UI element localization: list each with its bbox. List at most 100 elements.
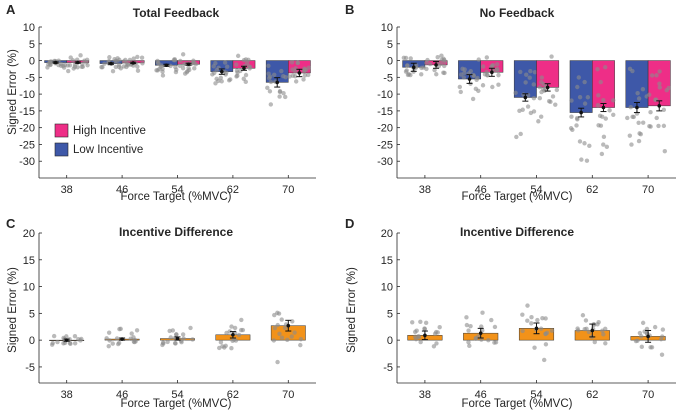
participant-dot [51,333,57,339]
participant-dot [219,79,224,84]
participant-dot [633,338,639,344]
mean-marker [164,63,169,68]
participant-dot [569,98,574,103]
participant-dot [576,75,582,80]
mean-marker [75,60,80,65]
participant-dot [538,114,544,119]
participant-dot [654,115,659,121]
y-tick-label: 5 [387,308,393,320]
participant-dot [649,73,655,78]
x-tick-label: 62 [227,389,239,401]
participant-dot [584,326,589,332]
participant-dot [419,72,424,77]
mean-marker [64,338,69,342]
y-tick-label: 5 [29,39,35,51]
participant-dot [107,55,112,60]
participant-dot [661,123,667,129]
participant-dot [212,70,217,76]
participant-dot [267,89,273,94]
mean-marker [231,332,235,337]
participant-dot [434,72,439,77]
participant-dot [419,65,424,71]
participant-dot [431,344,437,349]
participant-dot [99,64,104,70]
participant-dot [462,70,467,76]
y-tick-label: -15 [19,106,35,118]
participant-dot [434,341,439,346]
participant-dot [229,324,234,329]
participant-dot [180,66,186,71]
participant-dot [631,114,636,120]
participant-dot [639,334,644,339]
participant-dot [464,315,469,320]
y-tick-label: 15 [23,255,35,267]
participant-dot [235,53,241,59]
mean-marker [579,110,583,115]
participant-dot [598,79,603,85]
y-tick-label: 15 [381,255,393,267]
participant-dot [494,62,500,67]
participant-dot [535,317,540,323]
participant-dot [272,312,277,318]
panel-title: No Feedback [480,6,555,20]
participant-dot [173,64,178,70]
participant-dot [80,64,86,69]
panel-a: A Total Feedback Signed Error (%) Force … [6,2,316,203]
participant-dot [106,343,111,349]
participant-dot [279,317,284,322]
participant-dot [496,72,501,78]
y-tick-label: -5 [25,362,35,374]
mean-marker [467,77,472,81]
participant-dot [84,60,89,65]
legend-low-label: Low Incentive [73,144,143,156]
participant-dot [660,327,666,332]
participant-dot [518,69,523,75]
participant-dot [520,312,525,317]
participant-dot [466,328,471,333]
participant-dot [401,55,407,60]
panel-b: B No Feedback Force Target (%MVC) 10 5 0 -5… [345,2,676,203]
x-tick-label: 70 [642,389,654,401]
participant-dot [135,68,141,73]
participant-dot [74,57,80,62]
participant-dot [168,63,173,69]
participant-dot [652,324,658,330]
participant-dot [303,67,309,73]
participant-dot [107,338,112,343]
participant-dot [266,63,271,69]
participant-dot [289,334,294,339]
participant-dot [302,73,308,78]
mean-marker [534,326,539,331]
participant-dot [168,335,173,340]
participant-dot [234,74,239,79]
participant-dot [635,90,640,96]
participant-dot [531,82,536,87]
participant-dot [528,68,533,74]
participant-dot [174,332,179,337]
mean-marker [646,334,650,339]
plot-area: 20 15 10 5 0 -5 38 46 54 62 70 [23,228,316,401]
participant-dot [575,328,581,333]
y-tick-label: 10 [381,22,393,34]
mean-marker [186,62,191,67]
participant-dot [640,320,646,326]
participant-dot [68,55,73,60]
participant-dot [460,66,465,72]
y-tick-label: 10 [23,282,35,294]
participant-dot [271,338,276,343]
participant-dot [525,318,530,323]
mean-marker [220,69,224,74]
x-tick-label: 38 [419,184,431,196]
mean-marker [175,336,180,341]
participant-dot [653,97,658,103]
participant-dot [61,65,67,70]
x-tick-label: 54 [171,184,183,196]
participant-dot [113,64,119,70]
participant-dot [442,57,447,63]
participant-dot [132,339,137,345]
participant-dot [647,92,652,97]
mean-marker [53,60,58,65]
mean-marker [411,65,416,70]
participant-dot [114,336,120,341]
participant-dot [648,345,653,350]
